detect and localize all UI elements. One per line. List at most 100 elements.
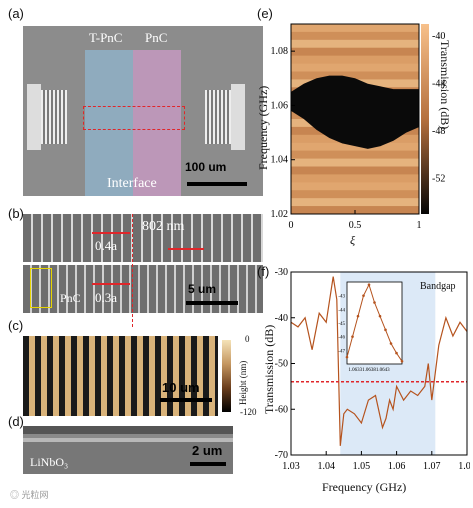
yellow-unit-box (30, 268, 52, 308)
heatmap-bandgap-region (291, 75, 419, 149)
colorbar-tick-label: -40 (432, 31, 445, 42)
line-ytick-label: -30 (275, 267, 288, 278)
inset-point (395, 351, 398, 355)
colorbar-c (222, 340, 231, 412)
panel-b-divider (23, 262, 263, 265)
heatmap-row (291, 55, 419, 64)
inset-point (378, 314, 382, 318)
panel-c-afm-image (23, 336, 218, 416)
tpnc-label: T-PnC (89, 30, 123, 45)
scalebar-d-label: 2 um (192, 443, 223, 458)
heatmap-row (291, 39, 419, 48)
heatmap-row (291, 24, 419, 32)
heatmap-row (291, 47, 419, 56)
inset-ytick-label: -45 (338, 322, 345, 327)
heatmap-colorbar (421, 24, 429, 214)
pitch-label: 802 nm (142, 219, 185, 234)
heatmap-row (291, 31, 419, 40)
colorbar-c-top: 0 (245, 334, 250, 344)
heatmap-row (291, 142, 419, 151)
inset-point (367, 283, 371, 287)
material-label: LiNbO₃ (30, 455, 69, 469)
heatmap-row (291, 166, 419, 175)
transmission-frame (290, 271, 468, 456)
heatmap-xtick-label: 0.5 (349, 220, 362, 231)
pnc-b-label: PnC (60, 291, 81, 305)
heatmap-ytick-label: 1.08 (271, 46, 289, 57)
heatmap-row (291, 150, 419, 159)
inset-point (400, 359, 404, 363)
line-xtick-label: 1.04 (317, 461, 335, 472)
panel-f-label: (f) (257, 264, 270, 279)
line-xtick-label: 1.07 (423, 461, 441, 472)
line-ylabel: Transmission (dB) (262, 324, 276, 414)
left-idt-fingers (41, 90, 67, 144)
heatmap-xtick-label: 1 (417, 220, 422, 231)
inset-xtick-label: 1.0638 (362, 368, 376, 373)
panel-c-label: (c) (8, 318, 24, 333)
scalebar-c (160, 398, 212, 402)
inset-point (389, 342, 393, 345)
line-xtick-label: 1.06 (388, 461, 406, 472)
scalebar-c-label: 10 um (162, 380, 200, 395)
bandgap-label: Bandgap (420, 281, 456, 292)
inset-ytick-label: -46 (338, 336, 345, 341)
ratio-bottom-label: 0.3a (95, 290, 118, 305)
transmission-chart: 1.031.041.051.061.071.08-30-40-50-60-70 … (275, 267, 470, 472)
inset-point (345, 355, 349, 359)
panel-d-sem-cross (23, 426, 233, 474)
ratio-top-label: 0.4a (95, 238, 118, 253)
heatmap-row (291, 63, 419, 72)
left-idt (27, 84, 41, 150)
transmission-curve (290, 276, 468, 446)
selection-box (83, 106, 185, 130)
line-ytick-label: -70 (275, 450, 288, 461)
panel-b-sem-top (23, 214, 263, 262)
heatmap-colorbar-label: Transmission (dB) (438, 40, 452, 130)
inset-point (356, 314, 360, 318)
inset-ytick-label: -43 (338, 295, 345, 300)
scalebar-a-label: 100 um (185, 160, 227, 174)
line-xtick-label: 1.05 (353, 461, 371, 472)
scalebar-b (186, 301, 238, 305)
colorbar-tick-label: -52 (432, 173, 445, 184)
scalebar-a (187, 182, 247, 186)
colorbar-tick-label: -48 (432, 126, 445, 137)
tpnc-region (85, 50, 133, 196)
watermark: ◎ 光粒网 (10, 490, 49, 500)
interface-label: Interface (107, 176, 157, 191)
panel-b-sem-bottom (23, 265, 263, 313)
heatmap-ytick-label: 1.02 (271, 209, 289, 220)
heatmap-row (291, 174, 419, 183)
pnc-region (133, 50, 181, 196)
line-xtick-label: 1.03 (282, 461, 300, 472)
heatmap-ytick-label: 1.06 (271, 100, 289, 111)
panel-d-label: (d) (8, 414, 24, 429)
pnc-label: PnC (145, 30, 168, 45)
inset-point (351, 335, 354, 338)
line-xtick-label: 1.08 (458, 461, 470, 472)
inset-xtick-label: 1.0633 (348, 368, 362, 373)
heatmap-ylabel: Frequency (GHz) (256, 85, 270, 170)
ratio-bottom-arrow (92, 283, 130, 285)
heatmap-row (291, 190, 419, 199)
inset-ytick-label: -44 (338, 308, 345, 313)
inset-point (373, 301, 376, 304)
line-ytick-label: -60 (275, 404, 288, 415)
right-idt-fingers (205, 90, 231, 144)
heatmap-xlabel: ξ (350, 233, 356, 247)
heatmap-chart: 0 0.5 1 1.02 1.04 1.06 1.08 -40 -44 -48 -52 (271, 23, 445, 231)
panel-e-label: (e) (257, 6, 273, 21)
pitch-arrow (168, 248, 204, 250)
colorbar-tick-label: -44 (432, 78, 445, 89)
line-ytick-label: -40 (275, 313, 288, 324)
line-xlabel: Frequency (GHz) (322, 480, 407, 494)
heatmap-row (291, 158, 419, 167)
scalebar-b-label: 5 um (188, 282, 217, 296)
ratio-top-arrow (92, 232, 130, 234)
inset-point (384, 328, 387, 332)
line-ytick-label: -50 (275, 359, 288, 370)
colorbar-c-bottom: -120 (240, 407, 257, 417)
right-idt (231, 84, 245, 150)
heatmap-row (291, 71, 419, 80)
